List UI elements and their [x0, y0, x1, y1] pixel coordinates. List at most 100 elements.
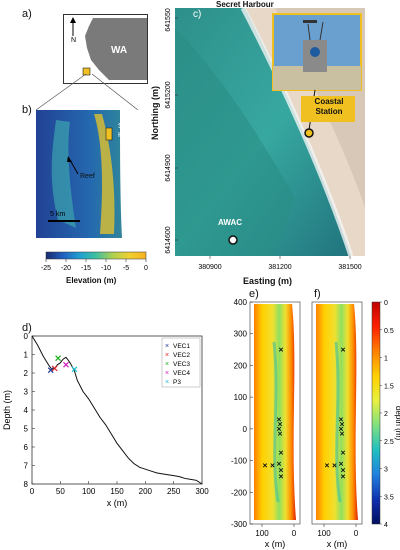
x-tick-label: 300 — [195, 487, 209, 496]
instrument-marker-p3 — [71, 366, 78, 373]
x-tick-label: 381500 — [338, 264, 361, 271]
x-axis-label: x (m) — [107, 498, 128, 508]
wa-label: WA — [111, 45, 127, 56]
study-site-marker — [105, 127, 113, 141]
colorbar-tick-label: 1.5 — [384, 383, 394, 390]
colorbar-tick-label: 0 — [144, 265, 148, 272]
y-axis-label: Depth (m) — [2, 390, 12, 430]
x-tick-label: 50 — [56, 487, 65, 496]
instrument-cross — [340, 474, 346, 479]
scale-bar-label: 5 km — [50, 211, 65, 218]
instrument-cross — [340, 450, 346, 455]
marker-stroke — [63, 361, 69, 368]
panel-label-c: c) — [193, 9, 201, 20]
legend-label: P3 — [173, 379, 181, 386]
secret-harbour-label-b: Secret Harbour — [118, 123, 144, 139]
land-area — [120, 110, 154, 238]
awac-marker — [228, 235, 238, 245]
y-tick-label: 1 — [24, 351, 29, 360]
x-tick-label: 0 — [30, 487, 35, 496]
instrument-cross — [278, 467, 284, 473]
legend-marker: × — [165, 352, 169, 359]
x-axis-label: x (m) — [327, 539, 348, 549]
colorbar-tick-label: -15 — [81, 265, 91, 272]
reef-shallows — [51, 120, 76, 228]
instrument-marker-vec3 — [55, 355, 61, 362]
elevation-colorbar: -25 -20 -15 -10 -5 0 — [41, 251, 148, 272]
marker-stroke — [47, 367, 54, 374]
instrument-cross — [278, 450, 284, 455]
scale-bar — [48, 220, 80, 222]
instrument-cross — [277, 431, 283, 436]
instrument-cross — [339, 431, 345, 436]
north-label: N — [71, 37, 76, 44]
y-tick-label: 0 — [243, 425, 248, 434]
instrument-marker-vec2 — [51, 365, 58, 372]
colorbar-tick-label: 0 — [384, 300, 388, 307]
y-tick-label: 6 — [24, 443, 29, 452]
northing-axis-label: Northing (m) — [150, 86, 160, 140]
marker-stroke — [51, 365, 58, 372]
coastal-station-label-box — [301, 96, 355, 122]
colorbar-tick-label: -5 — [123, 265, 129, 272]
x-tick-label: 100 — [82, 487, 96, 496]
instrument-cross — [278, 474, 284, 479]
legend-marker: × — [165, 370, 169, 377]
y-tick-label: 6415200 — [165, 81, 172, 108]
colorbar-label: depth (m) — [394, 406, 400, 441]
instrument-marker-vec1 — [47, 367, 54, 374]
instrument-cross — [340, 467, 346, 473]
reef-label: Reef — [80, 173, 95, 180]
north-arrow-icon — [70, 17, 76, 36]
instrument-cross — [332, 463, 337, 468]
legend-marker: × — [165, 361, 169, 368]
legend-box — [161, 337, 201, 388]
legend-label: VEC2 — [173, 352, 190, 359]
coastal-station-marker — [304, 128, 314, 138]
instrument-cross — [338, 426, 344, 431]
y-tick-label: -100 — [231, 457, 248, 466]
colorbar-tick-label: 3 — [384, 467, 388, 474]
y-tick-label: -300 — [231, 520, 248, 529]
y-tick-label: 200 — [234, 361, 248, 370]
wa-locator-map: N WA — [63, 14, 148, 84]
instrument-cross — [278, 347, 284, 352]
panel-label-d: d) — [22, 322, 32, 334]
y-tick-label: 5 — [24, 425, 29, 434]
reef-arrow-icon — [67, 156, 79, 175]
channel-feature — [334, 341, 342, 503]
study-area-marker — [82, 67, 91, 76]
depth-profile-line — [31, 335, 203, 485]
nearshore-shallows — [94, 114, 115, 234]
panel-label-f: f) — [314, 288, 321, 300]
x-tick-label: 0 — [292, 529, 297, 538]
legend-label: VEC1 — [173, 343, 190, 350]
x-axis-label: x (m) — [265, 539, 286, 549]
depth-heatmaps: 100 0x (m)100 0x (m)4003002001000-100-200-… — [231, 298, 400, 549]
heatmap-e: 100 0 x (m) — [249, 301, 301, 549]
wa-landmass — [85, 18, 147, 80]
instrument-cross — [270, 463, 275, 468]
panel-label-b: b) — [22, 104, 32, 116]
instrument-cross — [276, 426, 282, 431]
y-tick-label: 6415500 — [165, 8, 172, 32]
colorbar-tick-label: 1 — [384, 356, 388, 363]
y-tick-label: -200 — [231, 488, 248, 497]
y-tick-label: 6414900 — [165, 154, 172, 181]
y-tick-label: 300 — [234, 330, 248, 339]
x-tick-label: 100 — [255, 529, 269, 538]
y-tick-label: 400 — [234, 298, 248, 307]
colorbar-tick-label: -10 — [101, 265, 111, 272]
marker-stroke — [71, 366, 78, 373]
x-tick-label: 381200 — [268, 264, 291, 271]
instrument-cross — [276, 461, 282, 466]
instrument-cross — [338, 461, 344, 466]
x-tick-label: 250 — [167, 487, 181, 496]
panel-label-a: a) — [22, 8, 32, 20]
awac-label: AWAC — [218, 218, 242, 227]
x-tick-label: 100 — [317, 529, 331, 538]
x-tick-label: 0 — [354, 529, 359, 538]
heatmap-f: 100 0 x (m) — [311, 301, 363, 549]
colorbar-tick-label: 3.5 — [384, 494, 394, 501]
